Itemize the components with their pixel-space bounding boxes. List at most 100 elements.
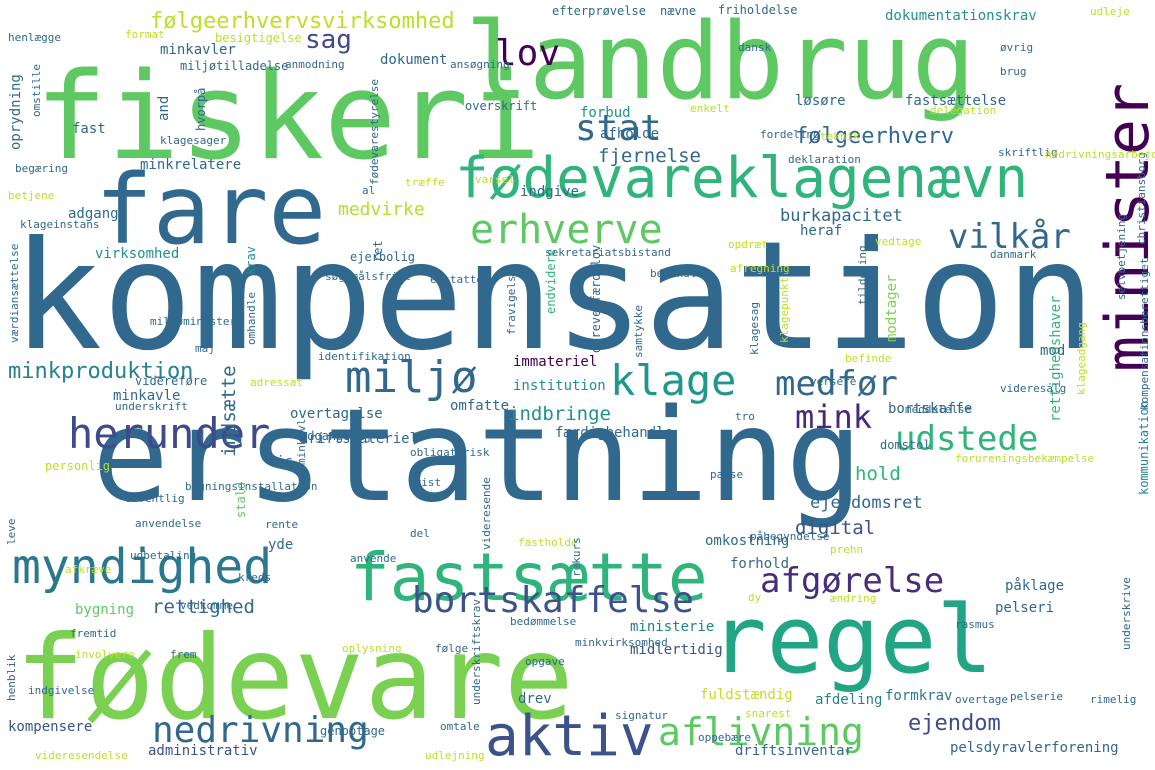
word-danmark: danmark <box>990 248 1037 261</box>
word-indbringe: indbringe <box>508 403 611 425</box>
word-viderefoere: videreføre <box>135 374 207 388</box>
word-meddelelse: meddelelse <box>905 403 971 416</box>
word-fastsaette: fastsætte <box>350 539 708 616</box>
word-identifikation: identifikation <box>318 350 411 363</box>
word-kreds: kreds <box>238 571 271 584</box>
word-domstol: domstol <box>880 438 931 452</box>
word-begaering: begæring <box>15 162 68 175</box>
word-sag: sag <box>305 25 352 55</box>
word-personlig: personlig <box>45 459 110 473</box>
word-drev: drev <box>518 691 552 707</box>
word-pelserie: pelserie <box>1010 690 1063 703</box>
word-tro: tro <box>735 410 755 423</box>
word-medfoer: medfør <box>775 364 898 404</box>
word-indgivelse: indgivelse <box>28 684 94 697</box>
word-krav: krav <box>244 246 258 275</box>
word-minkavler: minkavler <box>160 42 236 58</box>
word-pa-klage: påklage <box>1005 577 1064 594</box>
word-fordeling: fordeling <box>760 128 820 141</box>
word-videresende: videresende <box>480 477 493 550</box>
word-afdeling: afdeling <box>815 692 882 708</box>
word-ministerie: ministerie <box>630 619 714 635</box>
word-klagepunkt: klagepunkt <box>778 277 791 343</box>
word-minister: minister <box>1093 83 1155 372</box>
word-ejendom: ejendom <box>908 711 1001 736</box>
word-prehn: prehn <box>830 543 863 556</box>
word-erstatte: erstatte <box>430 273 483 286</box>
word-fast: fast <box>72 121 106 137</box>
word-signatur: signatur <box>615 709 668 722</box>
word-klage: klage <box>610 356 736 405</box>
word-rimelig: rimelig <box>1090 693 1136 706</box>
word-format: format <box>125 28 165 41</box>
word-passe: passe <box>710 468 743 481</box>
word-underskrift: underskrift <box>115 400 188 413</box>
word-omstille: omstille <box>30 64 43 117</box>
word-befinde: befinde <box>845 352 891 365</box>
word-offentlig: offentlig <box>125 492 185 505</box>
word-leve: leve <box>5 519 18 546</box>
word-medvirke: medvirke <box>338 199 425 220</box>
word-adgangsvej: adgangsvej <box>300 429 372 443</box>
word-overskrift: overskrift <box>465 99 537 113</box>
word-administrativ: administrativ <box>148 743 258 759</box>
word-miljoe: miljø <box>345 352 477 403</box>
word-naevne: nævne <box>660 4 696 18</box>
word-udlejning: udlejning <box>425 749 485 762</box>
word-forhold: forhold <box>730 556 789 572</box>
word-ansoegning: ansøgning <box>450 58 510 71</box>
word-fastholde: fastholde <box>518 536 578 549</box>
word-institution: institution <box>513 378 606 394</box>
word-foelge: følge <box>435 642 468 655</box>
word-bedoemmelse: bedømmelse <box>510 615 576 628</box>
word-aendring: ændring <box>830 592 876 605</box>
word-lov: lov <box>495 33 560 74</box>
word-bygning: bygning <box>75 602 134 618</box>
word-klagesag: klagesag <box>748 302 761 355</box>
word-al: al <box>362 184 375 197</box>
word-rettighed: rettighed <box>152 596 255 618</box>
word-minkproduktion: minkproduktion <box>8 359 193 384</box>
word-indgive: indgive <box>520 184 579 200</box>
word-landbrug: landbrug <box>465 0 976 123</box>
word-sekretariatsbistand: sekretariatsbistand <box>545 246 671 259</box>
word-afgoerelse: afgørelse <box>760 561 944 601</box>
word-deklaration: deklaration <box>788 153 861 166</box>
word-fuldstaendig: fuldstændig <box>700 687 793 703</box>
word-kompensationsberettiget: kompensationsberettiget <box>1138 258 1151 410</box>
word-anvendelse: anvendelse <box>135 517 201 530</box>
word-virksomhed: virksomhed <box>95 246 179 262</box>
word-adgang: adgang <box>68 206 119 222</box>
word-klagesager: klagesager <box>160 134 227 147</box>
word-underskrive: underskrive <box>1120 577 1133 650</box>
word-immateriel: immateriel <box>513 354 597 370</box>
word-omfatte: omfatte <box>450 398 509 414</box>
word-fjernelse: fjernelse <box>598 145 701 167</box>
word-herunder: herunder <box>68 409 270 458</box>
word-digital: digital <box>795 517 875 539</box>
word-omhandle: omhandle <box>245 292 258 345</box>
word-faerdigbehandle: færdigbehandle <box>555 425 673 441</box>
word-afholde: afholde <box>600 126 659 142</box>
word-omkostning: omkostning <box>705 533 789 549</box>
word-modtager: modtager <box>884 275 900 342</box>
word-fravigelse: fravigelse <box>505 269 518 335</box>
word-aktiv: aktiv <box>485 704 654 769</box>
word-minkavl: minkavl <box>295 419 308 465</box>
word-udbetaling: udbetaling <box>130 549 196 562</box>
word-oppebaere: oppebære <box>698 731 751 744</box>
word-enkelt: enkelt <box>690 102 730 115</box>
word-bortskaffe: bortskaffe <box>888 401 972 417</box>
word-oevrig: øvrig <box>1000 41 1033 54</box>
word-vilka-r: vilkår <box>948 217 1071 257</box>
word-driftsinventar: driftsinventar <box>735 743 853 759</box>
word-minkrelatere: minkrelatere <box>140 157 241 173</box>
word-yde: yde <box>268 537 293 553</box>
word-omtale: omtale <box>440 720 480 733</box>
word-formkrav: formkrav <box>885 688 952 704</box>
word-pelseri: pelseri <box>995 600 1054 616</box>
word-foelgeerhvervsvirksomhed: følgeerhvervsvirksomhed <box>150 9 455 34</box>
word-miljoetilladelse: miljøtilladelse <box>180 59 288 73</box>
word-versere: versere <box>810 375 856 388</box>
